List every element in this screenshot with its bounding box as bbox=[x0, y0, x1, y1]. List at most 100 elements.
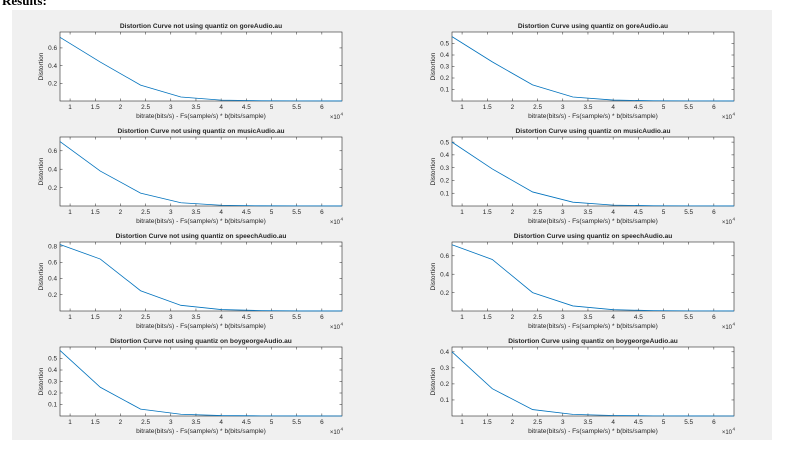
x-tick-label: 4.5 bbox=[242, 104, 251, 111]
x-tick-label: 6 bbox=[712, 314, 716, 321]
x-multiplier-exponent: 4 bbox=[341, 217, 344, 222]
x-multiplier-exponent: 4 bbox=[733, 217, 736, 222]
x-tick-label: 5.5 bbox=[292, 104, 301, 111]
y-tick-label: 0.4 bbox=[48, 367, 57, 374]
x-tick-label: 2.5 bbox=[141, 209, 150, 216]
y-tick-label: 0.8 bbox=[48, 243, 57, 250]
subplot-title: Distortion Curve using quantiz on boygeo… bbox=[508, 338, 678, 345]
x-tick-label: 3 bbox=[169, 104, 173, 111]
x-tick-label: 5 bbox=[662, 314, 666, 321]
x-tick-label: 1 bbox=[68, 419, 72, 426]
y-tick-label: 0.4 bbox=[48, 63, 57, 70]
x-tick-label: 4.5 bbox=[634, 209, 643, 216]
x-tick-label: 2.5 bbox=[533, 419, 542, 426]
x-multiplier-exponent: 4 bbox=[341, 322, 344, 327]
x-tick-label: 3 bbox=[169, 419, 173, 426]
plot-area bbox=[59, 241, 343, 312]
subplot-title: Distortion Curve not using quantiz on sp… bbox=[116, 233, 287, 240]
x-tick-label: 5 bbox=[270, 314, 274, 321]
plot-area bbox=[451, 346, 735, 417]
x-axis-label: bitrate(bits/s) - Fs(sample/s) * b(bits/… bbox=[528, 428, 658, 435]
x-tick-label: 4 bbox=[219, 209, 223, 216]
figure-canvas: Distortion Curve not using quantiz on go… bbox=[38, 23, 736, 436]
y-tick-label: 0.2 bbox=[440, 178, 449, 185]
x-multiplier-exponent: 4 bbox=[733, 427, 736, 432]
plot-area bbox=[451, 136, 735, 207]
y-tick-label: 0.6 bbox=[440, 253, 449, 260]
y-tick-label: 0.2 bbox=[48, 81, 57, 88]
y-tick-label: 0.1 bbox=[440, 190, 449, 197]
y-tick-label: 0.2 bbox=[48, 185, 57, 192]
x-multiplier-exponent: 4 bbox=[733, 112, 736, 117]
y-tick-label: 0.6 bbox=[48, 45, 57, 52]
x-tick-label: 1 bbox=[68, 209, 72, 216]
y-tick-label: 0.3 bbox=[440, 64, 449, 71]
x-multiplier: ×10 bbox=[330, 115, 341, 121]
x-tick-label: 2.5 bbox=[141, 314, 150, 321]
y-tick-label: 0.3 bbox=[48, 379, 57, 386]
y-axis-label: Distortion bbox=[38, 367, 45, 395]
x-tick-label: 1 bbox=[460, 419, 464, 426]
subplot-7: Distortion Curve not using quantiz on bo… bbox=[38, 338, 344, 436]
x-tick-label: 2 bbox=[119, 104, 123, 111]
x-tick-label: 1 bbox=[68, 314, 72, 321]
y-tick-label: 0.2 bbox=[440, 381, 449, 388]
x-tick-label: 2 bbox=[119, 209, 123, 216]
x-tick-label: 1.5 bbox=[91, 419, 100, 426]
subplot-8: Distortion Curve using quantiz on boygeo… bbox=[430, 338, 736, 436]
y-tick-label: 0.4 bbox=[440, 52, 449, 59]
x-tick-label: 3.5 bbox=[584, 419, 593, 426]
y-axis-label: Distortion bbox=[430, 52, 437, 80]
x-axis-label: bitrate(bits/s) - Fs(sample/s) * b(bits/… bbox=[136, 113, 266, 120]
subplot-3: Distortion Curve not using quantiz on mu… bbox=[38, 128, 344, 226]
y-tick-label: 0.4 bbox=[48, 166, 57, 173]
y-tick-label: 0.4 bbox=[440, 152, 449, 159]
x-axis-label: bitrate(bits/s) - Fs(sample/s) * b(bits/… bbox=[528, 113, 658, 120]
y-tick-label: 0.1 bbox=[440, 87, 449, 94]
x-tick-label: 3.5 bbox=[192, 209, 201, 216]
y-tick-label: 0.1 bbox=[440, 397, 449, 404]
y-tick-label: 0.4 bbox=[440, 271, 449, 278]
x-tick-label: 1 bbox=[460, 104, 464, 111]
x-tick-label: 5 bbox=[270, 104, 274, 111]
y-axis-label: Distortion bbox=[430, 262, 437, 290]
x-multiplier-exponent: 4 bbox=[341, 112, 344, 117]
x-tick-label: 5 bbox=[662, 104, 666, 111]
x-tick-label: 1.5 bbox=[483, 209, 492, 216]
x-tick-label: 5.5 bbox=[292, 419, 301, 426]
x-tick-label: 3.5 bbox=[192, 314, 201, 321]
x-tick-label: 5.5 bbox=[684, 419, 693, 426]
x-tick-label: 2 bbox=[511, 209, 515, 216]
series-line bbox=[451, 141, 735, 207]
x-tick-label: 2.5 bbox=[533, 314, 542, 321]
x-axis-label: bitrate(bits/s) - Fs(sample/s) * b(bits/… bbox=[136, 218, 266, 225]
x-tick-label: 2 bbox=[511, 314, 515, 321]
y-tick-label: 0.2 bbox=[440, 290, 449, 297]
y-tick-label: 0.4 bbox=[440, 349, 449, 356]
x-tick-label: 4 bbox=[611, 419, 615, 426]
series-line bbox=[59, 36, 343, 102]
x-tick-label: 6 bbox=[712, 419, 716, 426]
x-tick-label: 6 bbox=[320, 314, 324, 321]
y-tick-label: 0.6 bbox=[48, 259, 57, 266]
x-tick-label: 4 bbox=[219, 419, 223, 426]
x-tick-label: 2.5 bbox=[533, 104, 542, 111]
x-multiplier: ×10 bbox=[330, 430, 341, 436]
y-tick-label: 0.2 bbox=[48, 292, 57, 299]
x-tick-label: 1 bbox=[68, 104, 72, 111]
series-line bbox=[59, 244, 343, 312]
x-tick-label: 3.5 bbox=[584, 104, 593, 111]
x-multiplier: ×10 bbox=[330, 220, 341, 226]
y-axis-label: Distortion bbox=[38, 157, 45, 185]
x-tick-label: 4.5 bbox=[634, 104, 643, 111]
x-axis-label: bitrate(bits/s) - Fs(sample/s) * b(bits/… bbox=[136, 323, 266, 330]
x-tick-label: 2 bbox=[119, 419, 123, 426]
y-axis-label: Distortion bbox=[38, 262, 45, 290]
y-axis-label: Distortion bbox=[430, 157, 437, 185]
x-tick-label: 6 bbox=[320, 209, 324, 216]
x-multiplier: ×10 bbox=[722, 430, 733, 436]
x-tick-label: 4 bbox=[611, 104, 615, 111]
x-multiplier: ×10 bbox=[330, 325, 341, 331]
x-tick-label: 2 bbox=[511, 104, 515, 111]
x-axis-label: bitrate(bits/s) - Fs(sample/s) * b(bits/… bbox=[136, 428, 266, 435]
